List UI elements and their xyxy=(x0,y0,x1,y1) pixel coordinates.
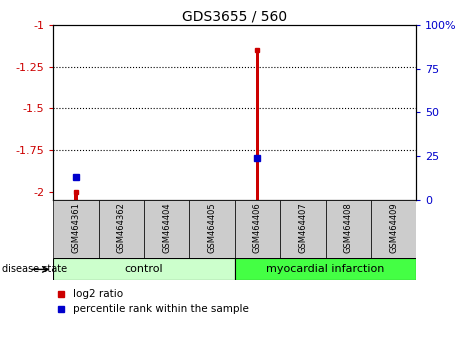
Text: GSM464404: GSM464404 xyxy=(162,203,171,253)
Bar xyxy=(74,192,78,200)
Bar xyxy=(53,258,235,280)
Bar xyxy=(326,200,371,258)
Title: GDS3655 / 560: GDS3655 / 560 xyxy=(182,10,287,24)
Bar xyxy=(235,258,416,280)
Bar xyxy=(256,50,259,200)
Text: GSM464408: GSM464408 xyxy=(344,203,352,253)
Bar xyxy=(371,200,416,258)
Bar xyxy=(189,200,235,258)
Text: percentile rank within the sample: percentile rank within the sample xyxy=(73,304,249,314)
Text: GSM464362: GSM464362 xyxy=(117,202,126,253)
Text: GSM464406: GSM464406 xyxy=(253,203,262,253)
Bar xyxy=(235,200,280,258)
Text: GSM464361: GSM464361 xyxy=(72,202,80,253)
Bar xyxy=(53,200,99,258)
Text: GSM464409: GSM464409 xyxy=(389,203,398,253)
Text: log2 ratio: log2 ratio xyxy=(73,289,124,299)
Text: myocardial infarction: myocardial infarction xyxy=(266,264,385,274)
Text: GSM464405: GSM464405 xyxy=(208,203,217,253)
Text: disease state: disease state xyxy=(2,264,67,274)
Bar xyxy=(144,200,190,258)
Text: control: control xyxy=(125,264,164,274)
Bar xyxy=(99,200,144,258)
Bar xyxy=(280,200,326,258)
Text: GSM464407: GSM464407 xyxy=(299,203,307,253)
